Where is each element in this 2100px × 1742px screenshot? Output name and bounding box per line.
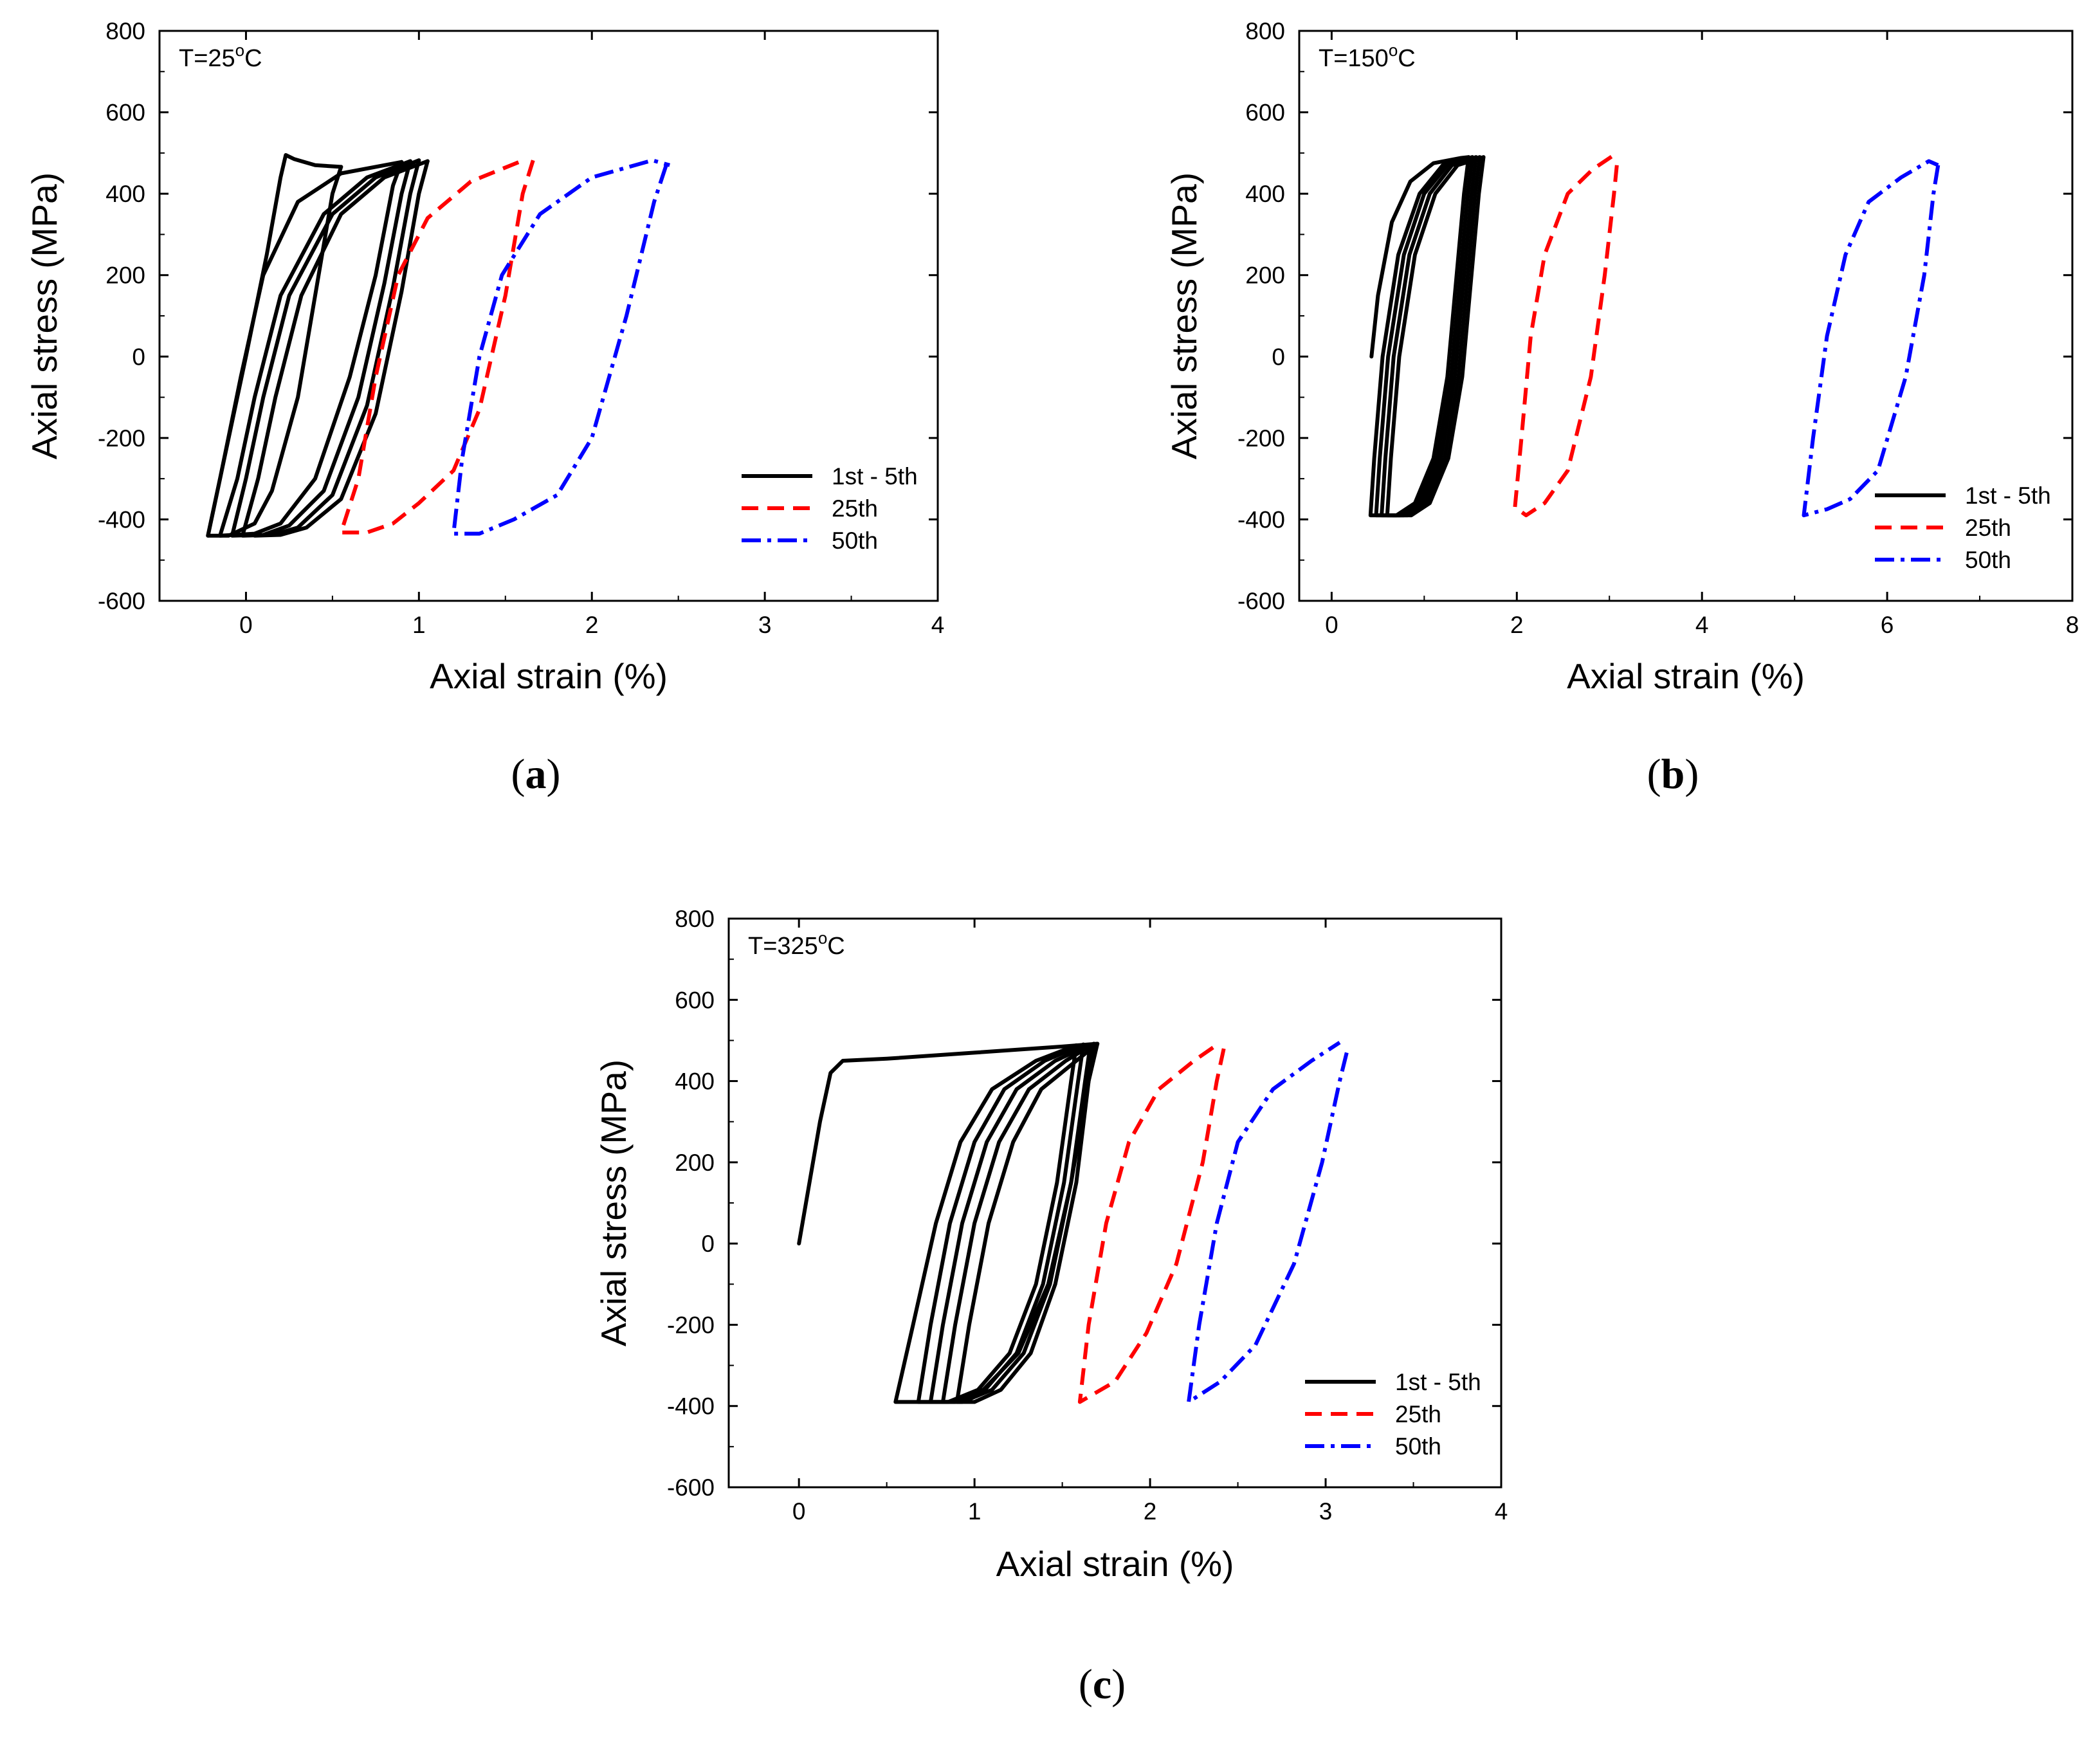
panel-caption: (a) [511, 751, 561, 798]
temperature-label: T=150oC [1319, 41, 1416, 72]
series-line-dashed-0 [1513, 153, 1619, 518]
y-tick-label: -200 [1237, 425, 1285, 452]
series-line-dashdot-0 [1187, 1041, 1349, 1404]
y-tick-label: 200 [1245, 262, 1285, 289]
y-tick-label: -600 [1237, 588, 1285, 614]
y-axis-title: Axial stress (MPa) [24, 172, 64, 459]
y-tick-label: 0 [132, 344, 145, 370]
x-tick-label: 1 [968, 1498, 982, 1525]
legend-label: 25th [1965, 515, 2011, 541]
x-tick-label: 3 [1319, 1498, 1333, 1525]
series-line-solid-5 [252, 159, 430, 538]
panel-caption: (b) [1647, 751, 1699, 798]
x-tick-label: 2 [585, 612, 599, 638]
series-line-solid-0 [1369, 155, 1471, 359]
series-line-solid-2 [916, 1042, 1086, 1404]
y-tick-label: -400 [1237, 506, 1285, 533]
y-tick-label: -200 [98, 425, 145, 452]
plot-frame [1298, 30, 2074, 602]
y-tick-label: 200 [105, 262, 145, 289]
y-tick-label: 800 [1245, 18, 1285, 44]
temperature-label: T=25oC [179, 41, 262, 72]
y-tick-label: -600 [98, 588, 145, 614]
x-tick-label: 4 [1695, 612, 1709, 638]
series-line-dashdot-0 [452, 158, 671, 536]
y-tick-label: 0 [1272, 344, 1285, 370]
x-tick-label: 0 [1325, 612, 1338, 638]
x-tick-label: 2 [1510, 612, 1524, 638]
series-group [1368, 153, 1940, 518]
chart-panel-b: 0 2 4 6 8 -600 -400 -200 0 200 400 600 800 Axial stra… [1164, 18, 2079, 798]
x-tick-label: 3 [758, 612, 772, 638]
series-line-solid-4 [241, 158, 430, 538]
legend-label: 1st - 5th [1965, 482, 2051, 509]
legend-label: 50th [1395, 1433, 1441, 1460]
y-tick-label: 400 [1245, 181, 1285, 207]
y-tick-label: -200 [667, 1312, 715, 1338]
y-axis-title: Axial stress (MPa) [594, 1059, 634, 1346]
y-tick-label: 0 [701, 1231, 715, 1257]
x-tick-label: 2 [1144, 1498, 1157, 1525]
y-tick-label: -600 [667, 1474, 715, 1501]
y-tick-label: -400 [667, 1393, 715, 1420]
x-tick-label: 6 [1881, 612, 1894, 638]
y-tick-label: 400 [105, 181, 145, 207]
x-tick-label: 4 [931, 612, 945, 638]
series-line-dashed-0 [339, 157, 535, 535]
series-line-dashed-0 [1077, 1041, 1226, 1404]
y-tick-label: 400 [675, 1068, 715, 1095]
y-tick-label: -400 [98, 506, 145, 533]
legend-label: 25th [1395, 1401, 1441, 1427]
chart-panel-c: 0 1 2 3 4 -600 -400 -200 0 200 400 600 800 Axial stra… [594, 906, 1508, 1708]
temperature-label: T=325oC [748, 928, 845, 960]
x-axis-title: Axial strain (%) [430, 656, 668, 696]
legend-label: 50th [832, 527, 878, 554]
x-axis-title: Axial strain (%) [996, 1544, 1234, 1584]
series-group [797, 1041, 1349, 1404]
panel-caption: (c) [1079, 1661, 1126, 1708]
chart-panel-a: 0 1 2 3 4 -600 -400 -200 0 200 400 600 800 Axial stra… [24, 18, 944, 798]
plot-frame [727, 917, 1502, 1489]
y-tick-label: 200 [675, 1150, 715, 1176]
y-tick-label: 800 [105, 18, 145, 44]
legend-label: 50th [1965, 547, 2011, 573]
x-tick-label: 8 [2066, 612, 2079, 638]
x-tick-label: 1 [412, 612, 426, 638]
legend-label: 1st - 5th [832, 463, 918, 490]
y-tick-label: 600 [1245, 100, 1285, 126]
series-line-dashdot-0 [1802, 159, 1940, 518]
series-line-solid-0 [797, 1041, 1100, 1246]
series-group [206, 153, 671, 538]
x-tick-label: 0 [239, 612, 253, 638]
series-line-solid-5 [954, 1041, 1100, 1404]
y-tick-label: 800 [675, 906, 715, 932]
series-line-solid-5 [1391, 155, 1486, 518]
x-tick-label: 4 [1495, 1498, 1508, 1525]
legend-label: 1st - 5th [1395, 1369, 1481, 1395]
y-tick-label: 600 [675, 987, 715, 1013]
legend-label: 25th [832, 495, 878, 522]
y-axis-title: Axial stress (MPa) [1164, 172, 1204, 459]
x-axis-title: Axial strain (%) [1567, 656, 1805, 696]
y-tick-label: 600 [105, 100, 145, 126]
series-line-solid-4 [941, 1041, 1096, 1404]
x-tick-label: 0 [792, 1498, 806, 1525]
